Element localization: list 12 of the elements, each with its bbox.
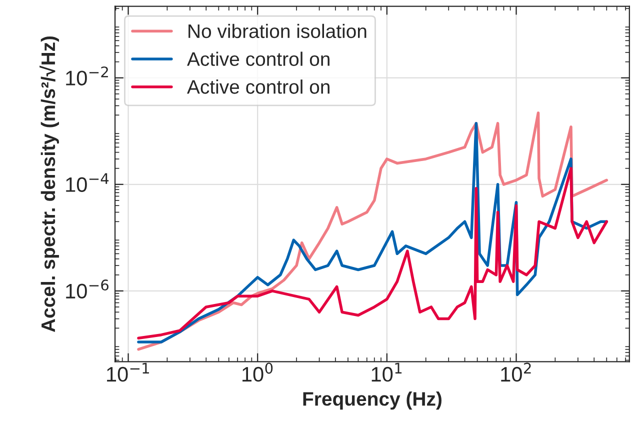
legend-label: Active control on bbox=[187, 52, 330, 66]
y-axis-title: Accel. spectr. density (m/s²/√Hz) bbox=[40, 36, 59, 332]
y-tick-label: 10$^{−2}$ bbox=[66, 66, 108, 86]
y-tick-label: 10$^{−6}$ bbox=[66, 280, 108, 299]
y-tick-label: 10$^{−4}$ bbox=[66, 173, 109, 192]
x-tick-label: 10$^{1}$ bbox=[372, 362, 402, 382]
x-tick-label: 10$^{0}$ bbox=[242, 362, 273, 382]
legend-label: Active control on bbox=[187, 80, 330, 94]
x-tick-label: 10$^{2}$ bbox=[501, 362, 531, 382]
x-tick-label: 10$^{−1}$ bbox=[107, 362, 149, 382]
x-axis-title: Frequency (Hz) bbox=[303, 392, 442, 410]
legend-label: No vibration isolation bbox=[188, 24, 366, 38]
